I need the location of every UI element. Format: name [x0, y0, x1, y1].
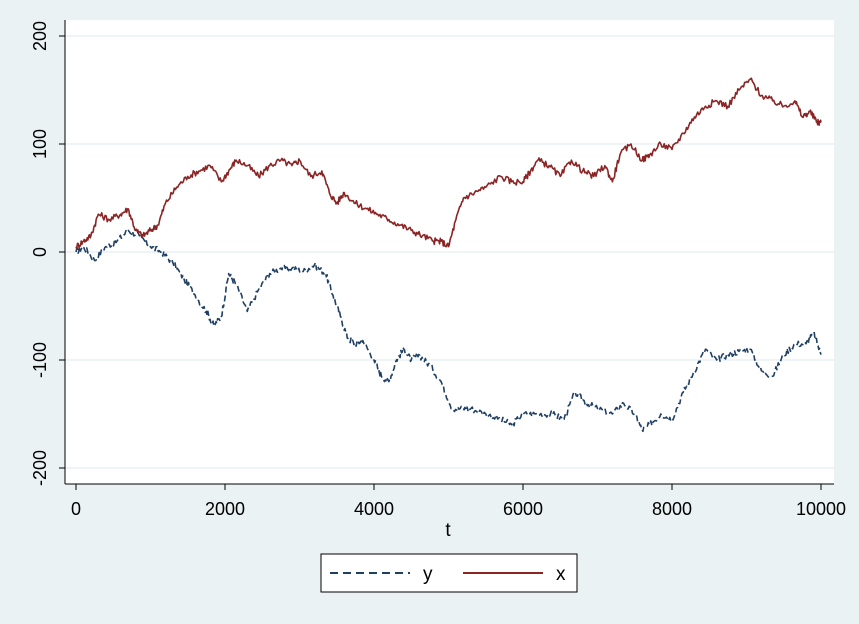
x-tick-label-5: 10000: [796, 499, 846, 519]
y-tick-label-2: 0: [30, 247, 50, 257]
series-line-y: [75, 229, 822, 433]
x-axis-title: t: [445, 520, 451, 541]
y-tick-label-1: -100: [30, 342, 50, 378]
legend: y x: [320, 553, 578, 593]
legend-label-y: y: [423, 564, 433, 585]
x-tick-label-0: 0: [71, 499, 81, 519]
series-lines: [75, 77, 822, 433]
x-tick-label-2: 4000: [354, 499, 394, 519]
x-axis: 0 2000 4000 6000 8000 10000: [65, 483, 846, 519]
x-tick-label-4: 8000: [652, 499, 692, 519]
gridlines: [65, 35, 834, 469]
y-tick-label-3: 100: [30, 129, 50, 159]
y-tick-label-4: 200: [30, 21, 50, 51]
x-tick-label-3: 6000: [503, 499, 543, 519]
y-axis: -200 -100 0 100 200: [30, 20, 66, 486]
legend-label-x: x: [556, 564, 566, 585]
series-line-x: [75, 77, 822, 250]
y-tick-label-0: -200: [30, 450, 50, 486]
x-tick-label-1: 2000: [205, 499, 245, 519]
